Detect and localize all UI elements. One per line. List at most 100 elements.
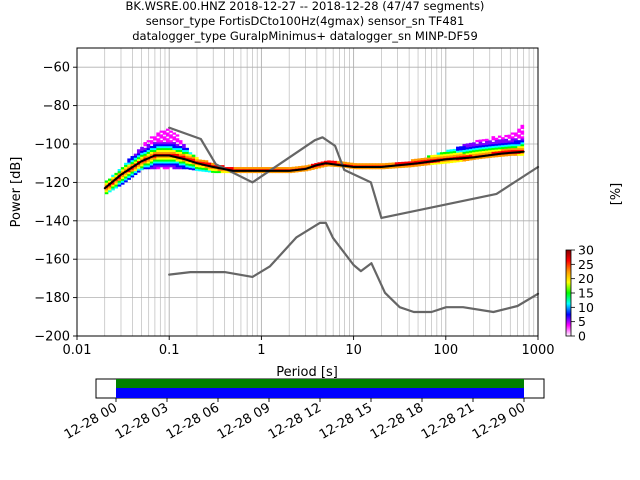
heatmap-cell: [133, 168, 138, 172]
heatmap-cell: [153, 161, 157, 164]
heatmap-cell: [468, 150, 473, 153]
heatmap-cell: [143, 161, 148, 164]
heatmap-cell: [153, 159, 157, 162]
heatmap-cell: [146, 144, 151, 147]
heatmap-cell: [127, 162, 131, 165]
heatmap-cell: [452, 152, 457, 155]
heatmap-cell: [146, 153, 151, 156]
heatmap-cell: [178, 153, 183, 156]
heatmap-cell: [175, 165, 180, 168]
heatmap-cell: [282, 167, 286, 170]
heatmap-cell: [488, 146, 492, 149]
heatmap-cell: [459, 146, 463, 149]
heatmap-cell: [169, 142, 173, 145]
heatmap-cell: [510, 144, 515, 147]
heatmap-cell: [449, 160, 454, 164]
heatmap-cell: [233, 167, 238, 170]
heatmap-cell: [107, 190, 112, 193]
heatmap-cell: [120, 176, 125, 179]
heatmap-cell: [520, 136, 525, 139]
heatmap-cell: [191, 166, 196, 169]
heatmap-cell: [485, 144, 489, 147]
heatmap-cell: [249, 167, 254, 170]
heatmap-cell: [507, 136, 512, 139]
heatmap-cell: [465, 143, 470, 146]
heatmap-cell: [146, 163, 151, 166]
y-tick-label: −80: [43, 99, 70, 114]
heatmap-cell: [175, 163, 180, 166]
heatmap-cell: [311, 163, 315, 167]
heatmap-cell: [462, 147, 467, 150]
heatmap-cell: [465, 147, 470, 150]
heatmap-cell: [107, 184, 112, 187]
y-tick-label: −120: [34, 176, 70, 191]
heatmap-cell: [520, 138, 525, 141]
heatmap-cell: [120, 180, 125, 183]
heatmap-cell: [178, 161, 183, 164]
heatmap-cell: [117, 184, 122, 187]
heatmap-cell: [124, 174, 128, 177]
heatmap-cell: [136, 158, 141, 162]
heatmap-cell: [385, 166, 389, 169]
heatmap-cell: [497, 139, 502, 142]
heatmap-cell: [459, 152, 463, 155]
heatmap-cell: [491, 141, 496, 145]
heatmap-cell: [475, 145, 479, 148]
heatmap-cell: [501, 154, 505, 157]
colorbar-gradient: [565, 249, 572, 337]
heatmap-cell: [433, 162, 438, 165]
heatmap-cell: [472, 146, 476, 149]
heatmap-cell: [169, 145, 173, 149]
heatmap-cell: [162, 149, 167, 152]
heatmap-cell: [172, 149, 177, 152]
heatmap-cell: [182, 145, 186, 149]
heatmap-cell: [436, 152, 441, 155]
heatmap-cell: [136, 170, 141, 173]
heatmap-cell: [133, 167, 138, 170]
heatmap-cell: [156, 134, 160, 137]
heatmap-cell: [378, 163, 383, 166]
heatmap-cell: [162, 138, 167, 141]
heatmap-cell: [133, 172, 138, 176]
heatmap-cell: [307, 168, 312, 171]
heatmap-cell: [165, 167, 170, 170]
heatmap-cell: [159, 144, 164, 147]
timeline-tick-label: 12-28 03: [113, 400, 171, 442]
heatmap-cell: [478, 143, 483, 146]
y-tick-label: −60: [43, 61, 70, 76]
heatmap-cell: [136, 155, 141, 158]
heatmap-cell: [146, 161, 151, 164]
heatmap-cell: [514, 138, 518, 141]
heatmap-cell: [504, 134, 509, 138]
heatmap-cell: [156, 167, 160, 170]
heatmap-cell: [230, 167, 235, 170]
heatmap-cell: [162, 165, 167, 168]
heatmap-cell: [201, 165, 206, 168]
heatmap-cell: [149, 165, 154, 168]
heatmap-cell: [169, 161, 173, 164]
heatmap-cell: [449, 158, 454, 162]
heatmap-cell: [465, 149, 470, 152]
heatmap-cell: [472, 149, 476, 153]
heatmap-cell: [507, 146, 512, 149]
heatmap-cell: [111, 184, 115, 187]
heatmap-cell: [178, 151, 183, 154]
heatmap-cell: [159, 155, 164, 158]
heatmap-cell: [227, 170, 231, 174]
heatmap-cell: [485, 138, 489, 142]
heatmap-cell: [430, 158, 434, 162]
heatmap-cell: [488, 149, 492, 153]
heatmap-cell: [217, 170, 222, 174]
heatmap-cell: [169, 140, 173, 143]
heatmap-cell: [201, 169, 206, 172]
heatmap-cell: [156, 140, 160, 143]
heatmap-cell: [485, 156, 489, 159]
heatmap-cell: [120, 182, 125, 185]
heatmap-cell: [172, 161, 177, 164]
heatmap-cell: [223, 170, 228, 174]
heatmap-cell: [185, 151, 189, 154]
heatmap-cell: [146, 145, 151, 149]
heatmap-cell: [178, 140, 183, 143]
heatmap-cell: [127, 158, 131, 161]
heatmap-cell: [485, 150, 489, 153]
